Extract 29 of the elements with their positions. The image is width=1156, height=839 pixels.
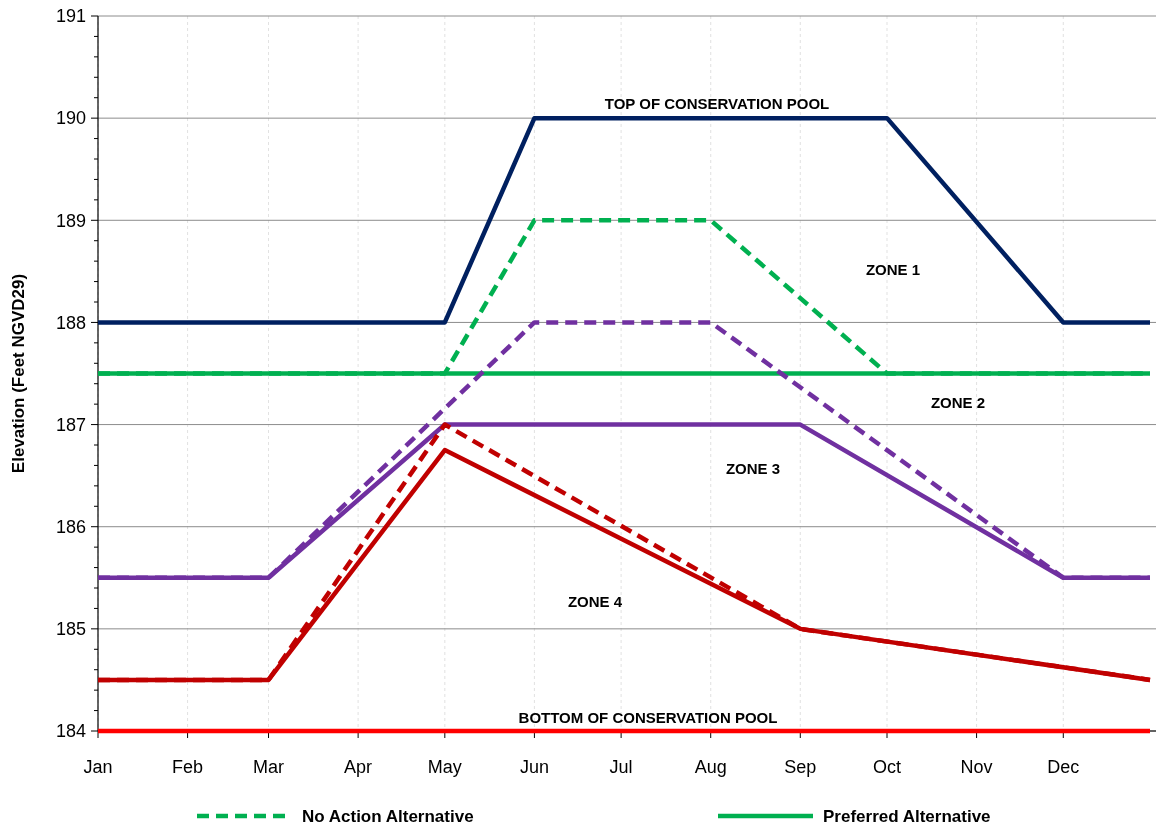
y-tick-label: 187: [55, 414, 86, 435]
y-tick-label: 184: [55, 721, 86, 742]
annotation: TOP OF CONSERVATION POOL: [604, 95, 830, 113]
annotation: BOTTOM OF CONSERVATION POOL: [518, 709, 778, 727]
y-tick-label: 188: [55, 312, 86, 333]
annotation: ZONE 4: [567, 593, 623, 611]
y-tick-label: 185: [55, 619, 86, 640]
x-tick-label: Apr: [344, 757, 373, 777]
y-axis-title: Elevation (Feet NGVD29): [9, 273, 28, 474]
x-tick-label: Jan: [83, 757, 113, 777]
x-tick-label: May: [427, 757, 462, 777]
x-tick-label: Mar: [253, 757, 285, 777]
x-tick-label: Jul: [609, 757, 633, 777]
x-tick-label: Dec: [1047, 757, 1080, 777]
y-tick-label: 190: [55, 108, 86, 129]
x-tick-label: Sep: [784, 757, 817, 777]
legend-label: Preferred Alternative: [823, 807, 991, 826]
x-tick-label: Jun: [519, 757, 549, 777]
y-tick-label: 191: [55, 6, 86, 27]
x-tick-label: Feb: [172, 757, 204, 777]
y-tick-label: 186: [55, 517, 86, 538]
annotation: ZONE 3: [725, 460, 781, 478]
x-tick-label: Oct: [872, 757, 902, 777]
x-tick-label: Aug: [694, 757, 727, 777]
legend-label: No Action Alternative: [302, 807, 474, 826]
annotation: ZONE 1: [865, 261, 921, 279]
y-tick-label: 189: [55, 210, 86, 231]
annotation: ZONE 2: [930, 394, 986, 412]
x-tick-label: Nov: [960, 757, 993, 777]
